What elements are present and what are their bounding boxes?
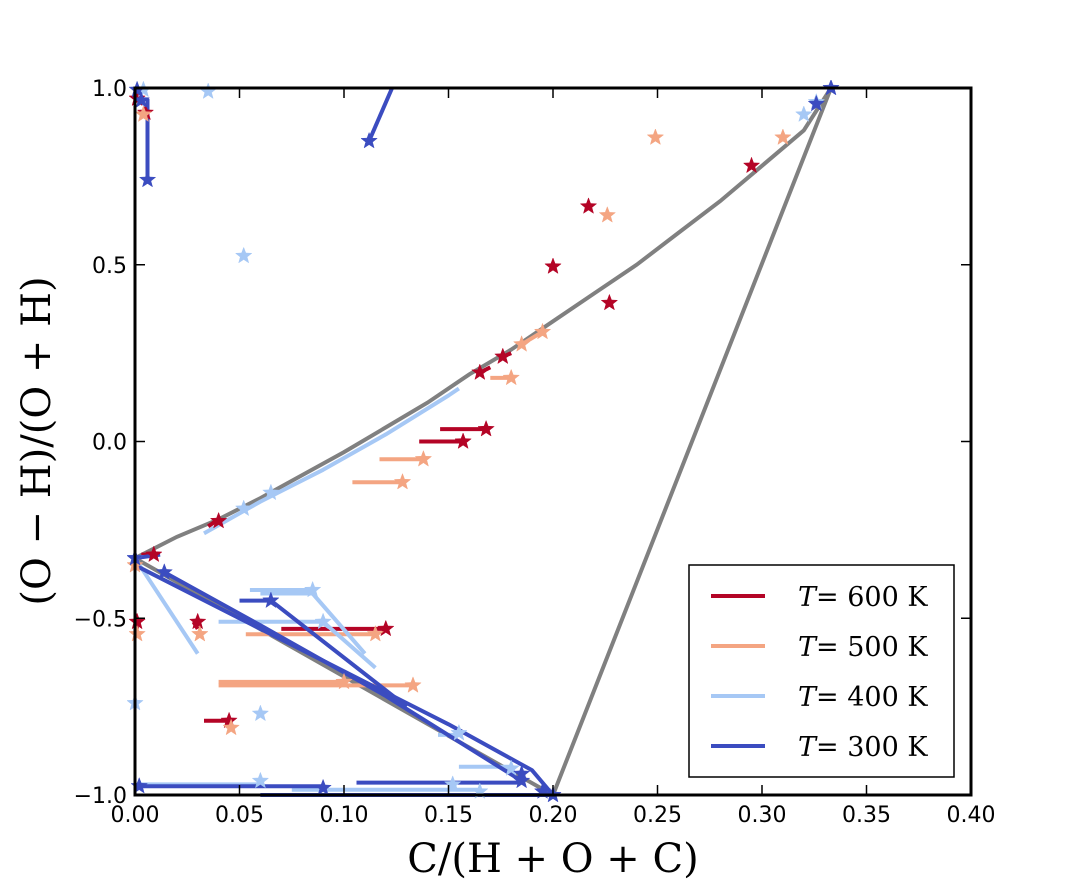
legend-label: T= 400 K xyxy=(798,682,928,713)
series-3-star-point xyxy=(262,591,280,609)
series-2-star-point xyxy=(303,580,322,598)
series-1-star-point xyxy=(533,322,552,340)
series-0-star-point xyxy=(145,545,163,563)
series-1-star-point xyxy=(366,624,385,642)
legend-box xyxy=(688,564,955,778)
series-0-star-point xyxy=(579,197,598,214)
series-1-star-point xyxy=(191,624,209,642)
series-3-track xyxy=(367,87,394,142)
x-tick-label: 0.15 xyxy=(424,803,473,828)
series-2-star-point xyxy=(199,82,217,99)
series-0-star-point xyxy=(454,432,472,449)
series-1-star-point xyxy=(774,128,792,145)
series-3-star-point xyxy=(138,170,157,188)
series-2-track xyxy=(133,557,200,655)
legend-label: T= 600 K xyxy=(798,582,928,613)
x-tick-label: 0.05 xyxy=(215,803,264,828)
series-2-star-point xyxy=(795,105,813,122)
y-tick-label: −1.0 xyxy=(74,784,127,809)
series-2-star-point xyxy=(443,775,462,792)
series-2-star-point xyxy=(234,246,253,264)
series-3-star-point xyxy=(807,94,826,112)
series-1-star-point xyxy=(646,128,665,145)
x-tick-label: 0.30 xyxy=(738,803,787,828)
series-0-star-point xyxy=(188,612,207,630)
x-tick-label: 0.25 xyxy=(633,803,682,828)
series-3-star-point xyxy=(512,764,531,782)
series-1-star-point xyxy=(414,449,433,467)
y-axis-title: (O − H)/(O + H) xyxy=(14,276,60,605)
series-2-star-point xyxy=(234,499,253,517)
series-0-star-point xyxy=(209,511,228,529)
legend-label: T= 500 K xyxy=(798,632,928,663)
y-tick-label: 0.0 xyxy=(92,431,127,456)
series-3-track xyxy=(163,570,523,783)
legend-label: T= 300 K xyxy=(798,732,928,763)
series-3-star-point xyxy=(314,778,332,796)
reference-line-upper-curve xyxy=(133,86,833,561)
series-3-star-point xyxy=(130,776,148,794)
series-0-star-point xyxy=(377,619,395,637)
series-1-star-point xyxy=(335,672,353,690)
series-0-star-point xyxy=(477,419,495,437)
series-1-star-point xyxy=(134,105,153,122)
series-2-star-point xyxy=(450,723,468,741)
x-tick-label: 0.20 xyxy=(529,803,578,828)
series-0-star-point xyxy=(494,347,512,365)
series-1-star-point xyxy=(222,718,240,736)
y-tick-label: 0.5 xyxy=(92,254,127,279)
series-0-star-point xyxy=(742,156,761,174)
series-2-star-point xyxy=(502,759,520,776)
legend: T= 600 K T= 500 K T= 400 K T= 300 K xyxy=(688,564,955,778)
series-3-star-point xyxy=(360,131,378,149)
plot-area xyxy=(127,80,840,803)
x-tick-label: 0.00 xyxy=(111,803,160,828)
series-1-star-point xyxy=(512,335,531,352)
series-1-star-point xyxy=(393,472,412,490)
series-0-star-point xyxy=(600,293,619,311)
series-2-star-point xyxy=(251,771,270,789)
x-tick-label: 0.10 xyxy=(320,803,369,828)
series-3-star-point xyxy=(155,563,173,580)
series-1-star-point xyxy=(502,368,520,386)
series-2-star-point xyxy=(262,483,280,501)
series-1-star-point xyxy=(404,676,422,693)
series-2-star-point xyxy=(314,612,332,630)
series-3-star-point xyxy=(512,771,531,789)
y-tick-label: −0.5 xyxy=(74,607,127,632)
series-1-star-point xyxy=(128,624,146,642)
axis-ticks: 0.00 0.05 0.10 0.15 0.20 0.25 0.30 0.35 0.40 −1.0… xyxy=(74,77,996,828)
reference-line-right-line xyxy=(551,86,833,797)
series-1-star-point xyxy=(598,206,617,223)
series-0-star-point xyxy=(471,363,489,380)
series-2-star-point xyxy=(251,704,270,722)
x-tick-label: 0.35 xyxy=(842,803,891,828)
series-0-star-point xyxy=(544,257,562,274)
x-axis-title: C/(H + O + C) xyxy=(407,836,698,882)
x-tick-label: 0.40 xyxy=(947,803,996,828)
y-tick-label: 1.0 xyxy=(92,77,127,102)
